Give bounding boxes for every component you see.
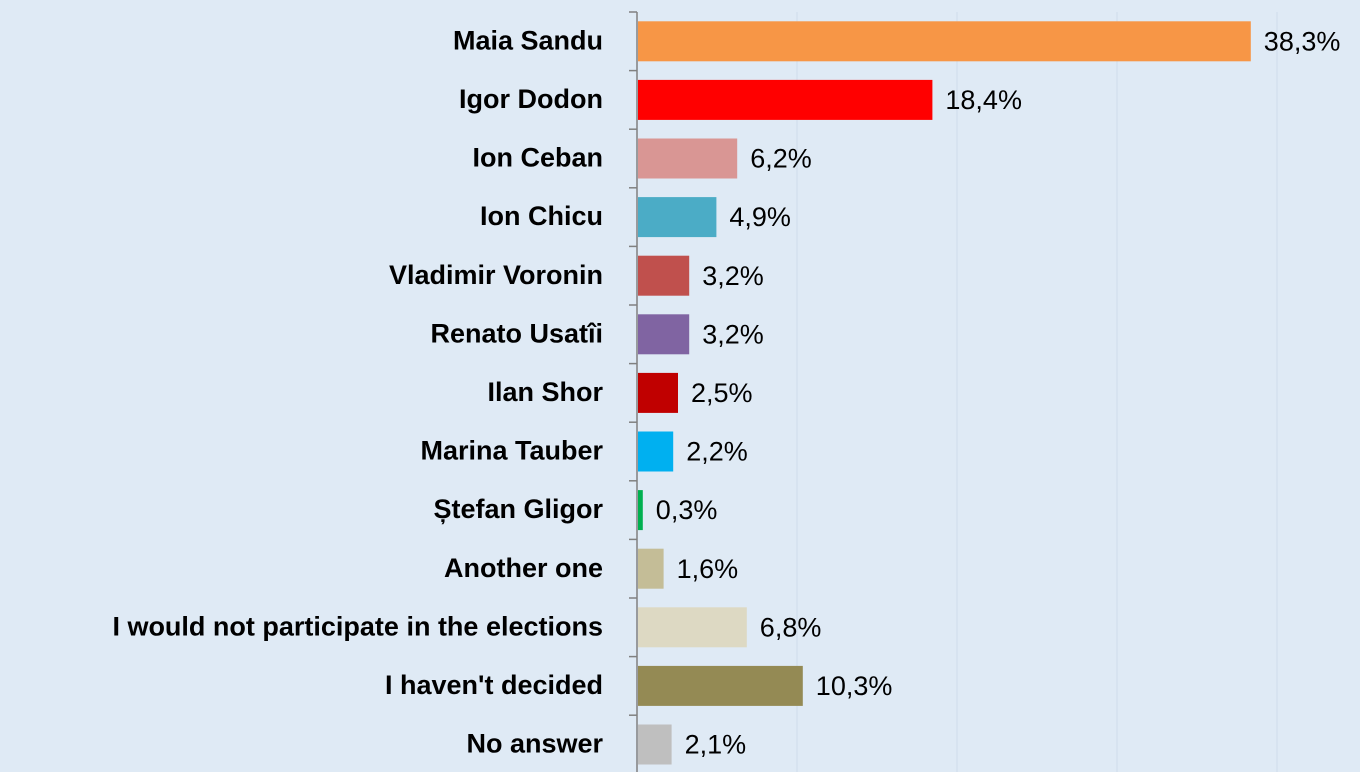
category-label: Igor Dodon: [459, 84, 603, 114]
category-label: I would not participate in the elections: [112, 611, 603, 641]
value-label: 6,2%: [750, 144, 812, 174]
value-label: 10,3%: [816, 671, 893, 701]
value-label: 2,2%: [686, 437, 748, 467]
category-label: Vladimir Voronin: [389, 260, 603, 290]
bar: [638, 255, 690, 296]
bar: [638, 607, 747, 648]
bar: [638, 21, 1251, 62]
category-label: Another one: [444, 553, 603, 583]
value-label: 6,8%: [760, 612, 822, 642]
bar: [638, 490, 643, 531]
value-label: 18,4%: [945, 85, 1022, 115]
bar: [638, 548, 664, 589]
bar: [638, 138, 738, 179]
bar: [638, 431, 674, 472]
category-label: Ion Chicu: [480, 201, 603, 231]
value-label: 38,3%: [1264, 26, 1341, 56]
bar: [638, 724, 672, 765]
bar: [638, 197, 717, 238]
category-label: Maia Sandu: [453, 25, 603, 55]
value-label: 1,6%: [677, 554, 739, 584]
value-label: 3,2%: [702, 261, 764, 291]
category-label: Renato Usatîi: [430, 318, 603, 348]
value-label: 2,1%: [685, 730, 747, 760]
category-label: Ion Ceban: [472, 143, 603, 173]
bar: [638, 665, 803, 706]
category-label: Ilan Shor: [487, 377, 603, 407]
bar: [638, 79, 933, 120]
category-label: No answer: [466, 729, 603, 759]
value-label: 0,3%: [656, 495, 718, 525]
value-label: 2,5%: [691, 378, 753, 408]
category-label: I haven't decided: [385, 670, 603, 700]
category-label: Ștefan Gligor: [433, 494, 603, 524]
value-label: 4,9%: [729, 202, 791, 232]
bar: [638, 314, 690, 355]
bar: [638, 372, 678, 413]
value-label: 3,2%: [702, 319, 764, 349]
category-label: Marina Tauber: [420, 436, 603, 466]
